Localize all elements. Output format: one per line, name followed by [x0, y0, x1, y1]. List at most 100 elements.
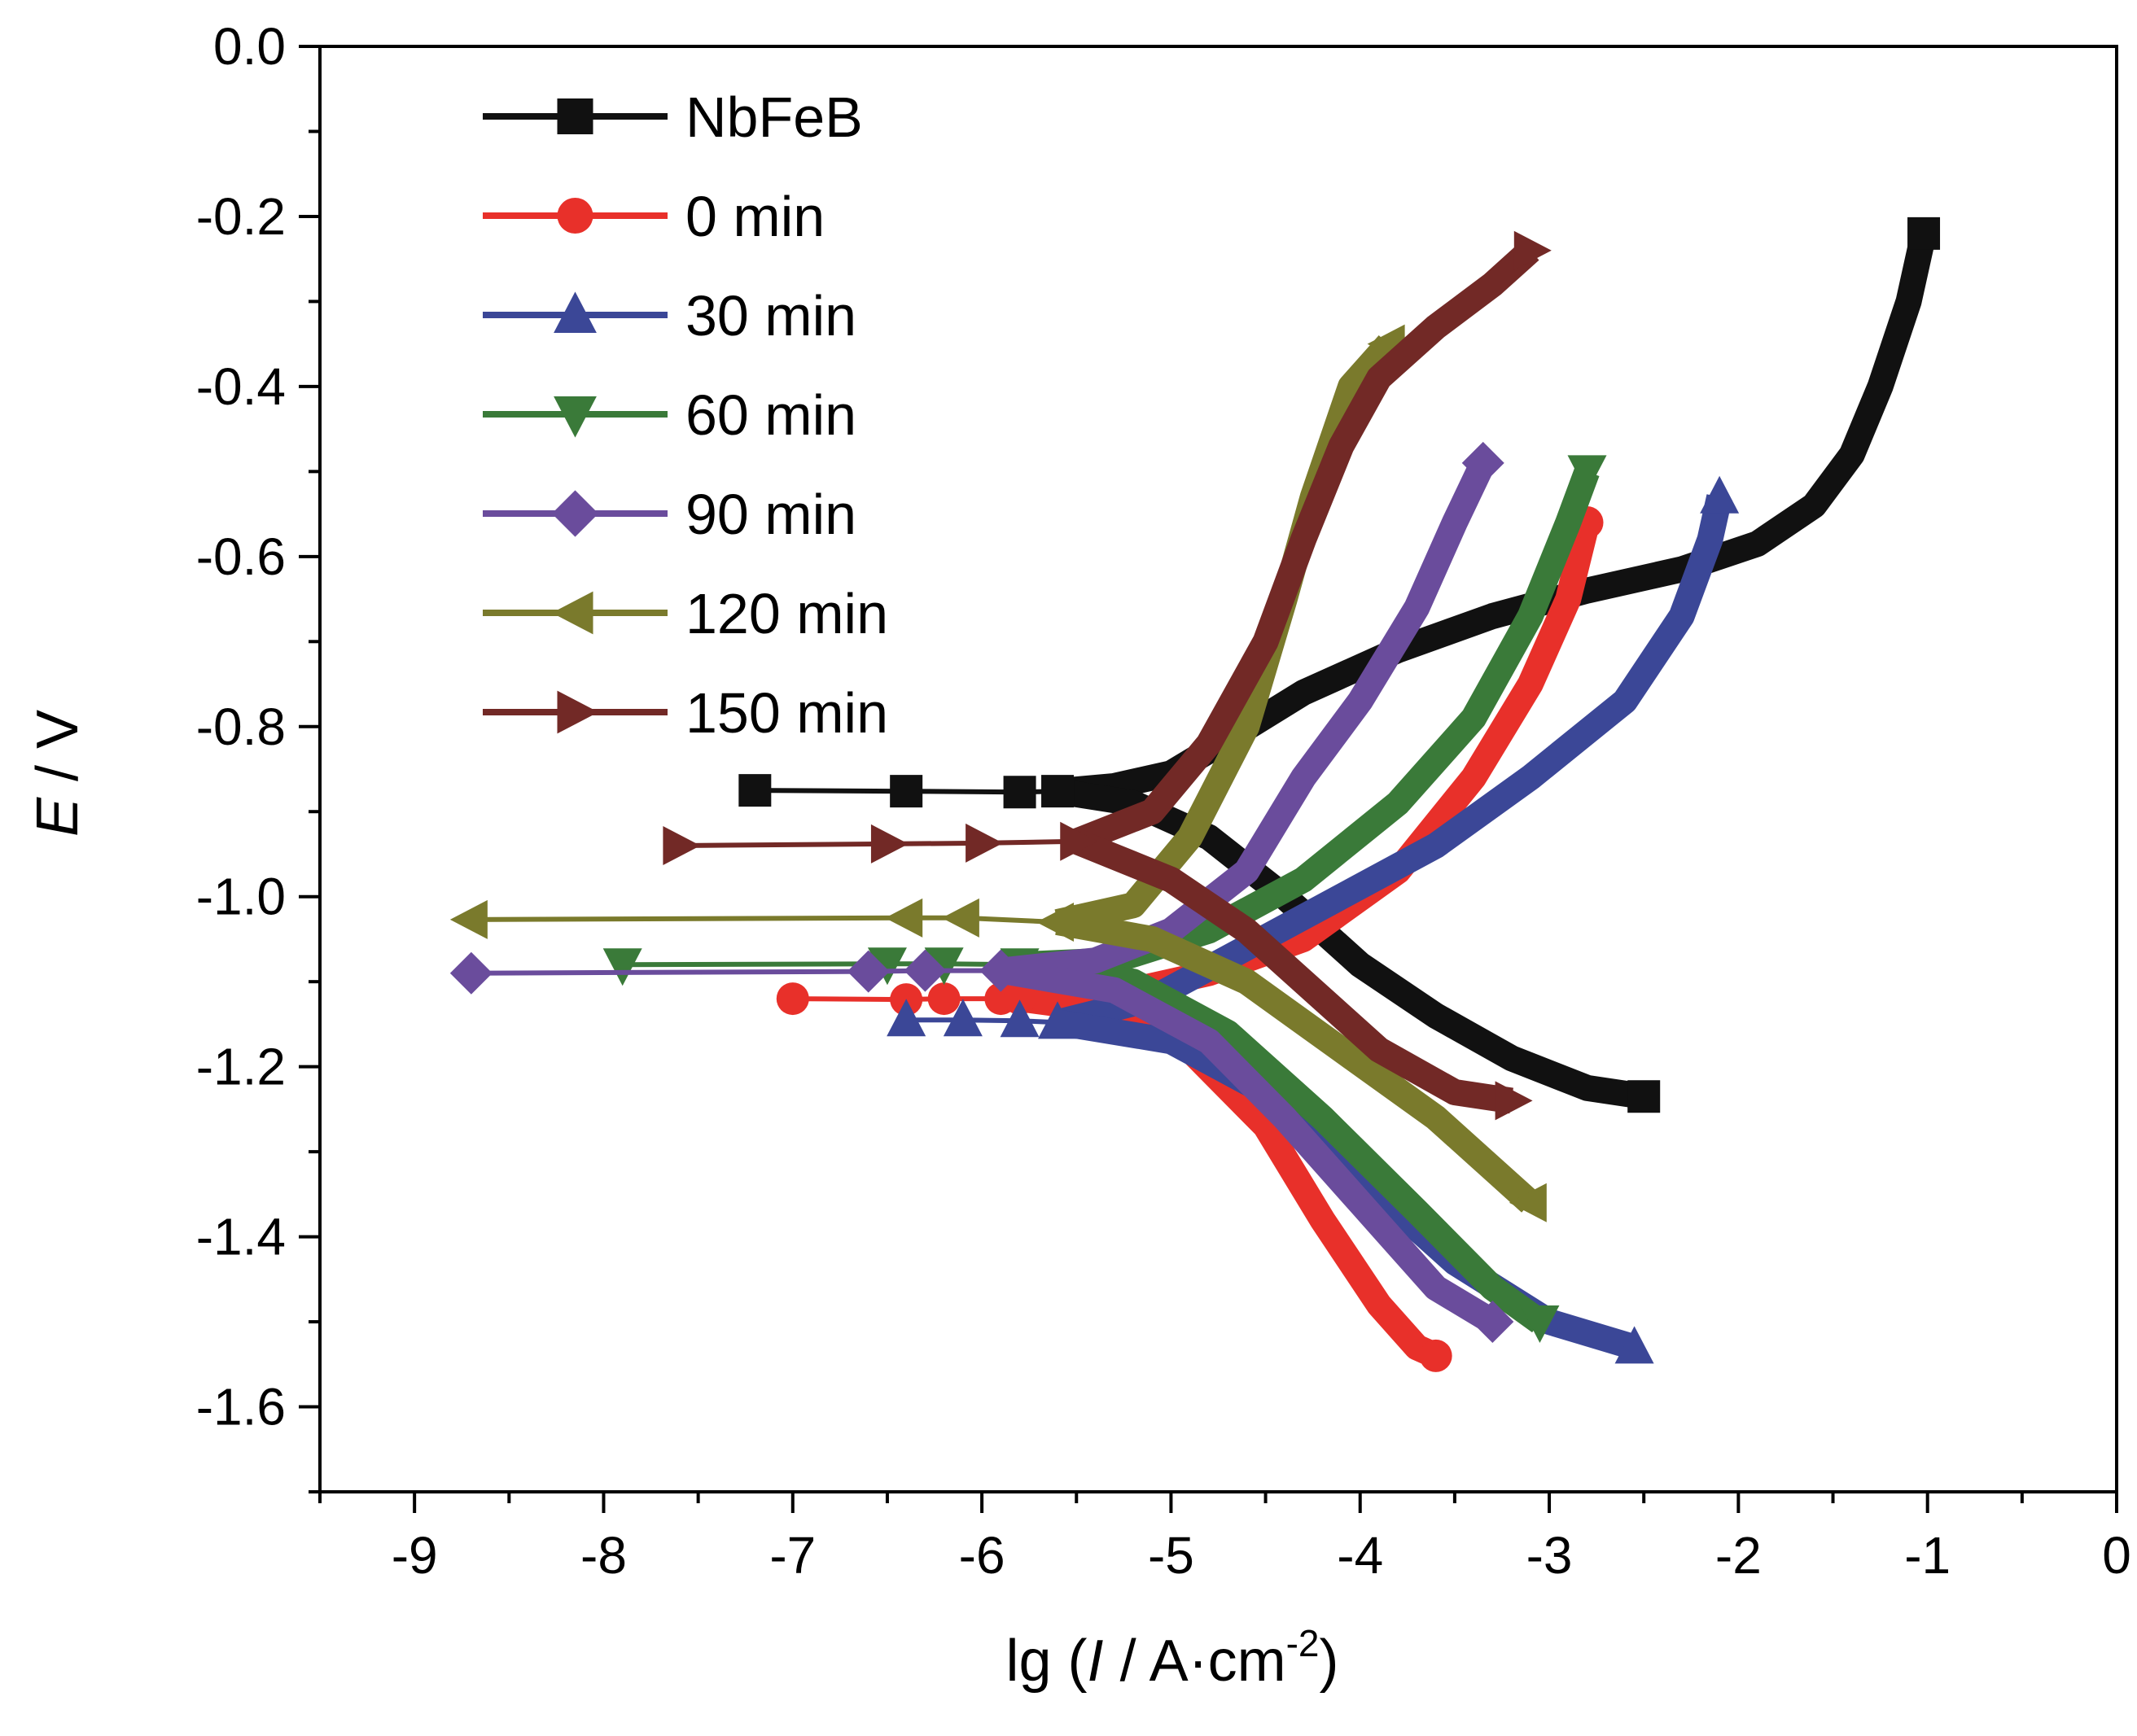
legend-entry-150-min: 150 min [483, 681, 888, 745]
legend-swatch-marker [557, 690, 599, 734]
series-30-min-marker [943, 999, 983, 1037]
series-30-min-end-marker [1614, 1326, 1654, 1364]
series-30-min-marker [1000, 999, 1040, 1038]
series-60-min-marker [602, 948, 642, 986]
y-tick-label: -0.6 [196, 527, 286, 586]
series-nbfeb-marker [890, 775, 923, 808]
plot-frame-layer [318, 45, 2118, 1493]
series-150-min-end-marker [1495, 1081, 1533, 1121]
series-60-min-end-marker [1567, 455, 1607, 493]
series-90-min-end-marker [1461, 441, 1504, 484]
legend-label: 30 min [685, 284, 856, 348]
series-90-min-marker [979, 949, 1023, 992]
series-150-min-anodic-branch [1071, 240, 1539, 854]
x-tick-label: -2 [1715, 1526, 1762, 1585]
series-0-min-marker [776, 982, 809, 1016]
series-layer [449, 216, 1941, 1372]
y-tick-label: -1.4 [196, 1208, 286, 1266]
y-axis-label-italic: E [25, 797, 90, 837]
x-tick-label: -3 [1526, 1526, 1573, 1585]
series-nbfeb-marker [1041, 775, 1075, 808]
x-tick-label: 0 [2102, 1526, 2131, 1585]
x-tick-label: -4 [1337, 1526, 1383, 1585]
series-nbfeb-marker [738, 774, 772, 807]
series-90-min [449, 441, 1514, 1344]
series-120-min-marker [885, 898, 923, 938]
series-60-min-cathodic-branch [1018, 951, 1548, 1333]
plot-frame [318, 45, 2118, 1493]
series-90-min-cathodic-branch [998, 957, 1500, 1333]
series-120-min-tail-line [471, 915, 1058, 925]
legend-entry-90-min: 90 min [483, 483, 856, 546]
series-30-min-tail-line [906, 1017, 1058, 1025]
legend-label: NbFeB [685, 85, 863, 149]
y-tick-label: -1.0 [196, 868, 286, 926]
x-axis-label: lg (I / A·cm-2) [1006, 1622, 1339, 1694]
y-tick-label: -0.2 [196, 187, 286, 246]
series-90-min-marker [449, 951, 493, 995]
legend-entry-nbfeb: NbFeB [483, 85, 863, 149]
legend-swatch-marker [557, 198, 593, 234]
series-nbfeb-end-marker [1627, 1080, 1661, 1113]
series-30-min-end-marker [1700, 475, 1740, 514]
x-axis-label-prefix: lg ( [1006, 1629, 1088, 1694]
legend-swatch-marker [554, 291, 597, 333]
series-nbfeb-marker [1003, 776, 1036, 809]
legend-swatch-marker [551, 591, 593, 635]
series-60-min-marker [867, 947, 907, 986]
y-axis-label-suffix: / V [25, 710, 90, 798]
x-axis-label-suffix: ) [1319, 1629, 1338, 1694]
series-0-min-end-marker [1419, 1339, 1452, 1372]
legend-label: 90 min [685, 483, 856, 546]
series-150-min-cathodic-branch [1071, 829, 1513, 1114]
y-tick-label: -1.6 [196, 1378, 286, 1436]
series-120-min-cathodic-branch [1055, 909, 1539, 1213]
series-90-min-end-marker [1471, 1301, 1514, 1344]
x-tick-label: -7 [769, 1526, 816, 1585]
series-60-min-marker [924, 947, 964, 986]
x-tick-label: -1 [1904, 1526, 1951, 1585]
series-150-min-tail-line [679, 838, 1077, 848]
y-tick-label: 0.0 [213, 17, 286, 76]
series-150-min-marker [1060, 821, 1098, 861]
series-90-min-anodic-branch [999, 457, 1495, 984]
series-90-min-marker [904, 949, 947, 992]
series-150-min-marker [966, 823, 1004, 863]
y-axis-label: E / V [25, 710, 90, 837]
legend-label: 150 min [685, 681, 888, 745]
series-120-min-marker [941, 898, 979, 938]
x-axis-label-italic: I [1088, 1629, 1104, 1694]
series-0-min-marker [927, 982, 961, 1016]
series-120-min-marker [449, 899, 488, 939]
series-150-min-end-marker [1513, 230, 1552, 270]
series-90-min-marker [847, 950, 890, 993]
x-tick-label: -5 [1148, 1526, 1194, 1585]
series-120-min-end-marker [1509, 1183, 1547, 1222]
legend-label: 0 min [685, 185, 825, 248]
series-nbfeb-end-marker [1907, 216, 1941, 250]
series-0-min-marker [1003, 982, 1036, 1016]
series-60-min-end-marker [1520, 1305, 1560, 1344]
y-tick-label: -1.2 [196, 1038, 286, 1096]
series-30-min-marker [887, 999, 926, 1037]
legend-swatch-marker [551, 490, 599, 537]
legend-swatch-marker [557, 98, 593, 134]
x-axis-label-middle: / A·cm [1104, 1629, 1286, 1694]
legend-swatch-marker [554, 396, 597, 438]
series-150-min-marker [870, 824, 909, 864]
axis-layer: -9 -8 -7 -6 -5 -4 -3 -2 -1 0 0.0 -0.2 -0.4 -0.6 -0.8 -1… [196, 17, 2131, 1585]
series-30-min-marker [1038, 1001, 1078, 1039]
y-tick-label: -0.4 [196, 357, 286, 416]
series-nbfeb-tail-line [755, 788, 1058, 795]
x-tick-label: -9 [392, 1526, 438, 1585]
y-tick-label: -0.8 [196, 697, 286, 756]
legend-label: 60 min [685, 383, 856, 447]
legend-entry-120-min: 120 min [483, 582, 888, 645]
series-120-min [449, 324, 1547, 1222]
legend-entry-60-min: 60 min [483, 383, 856, 447]
series-120-min-marker [1036, 903, 1075, 942]
legend-entry-30-min: 30 min [483, 284, 856, 348]
series-150-min-marker [663, 826, 701, 866]
